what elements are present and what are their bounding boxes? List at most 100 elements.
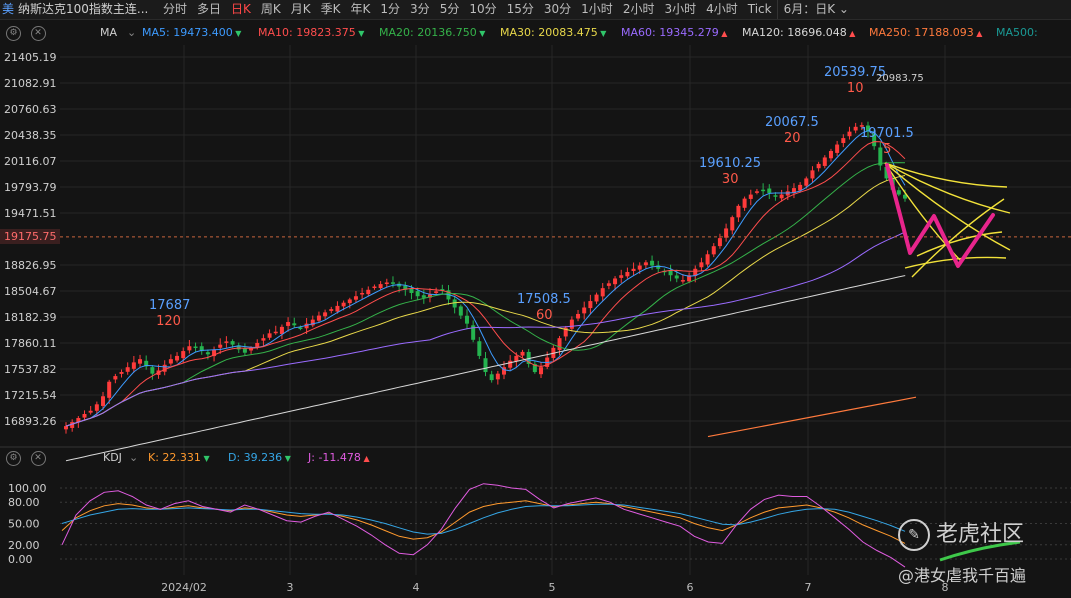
chevron-down-icon[interactable]: ⌄: [127, 26, 137, 39]
kdj-y-tick-label: 100.00: [8, 482, 47, 495]
candle-body: [600, 288, 605, 297]
timeframe-tab[interactable]: 多日: [197, 2, 222, 16]
candle-body: [582, 307, 587, 314]
timeframe-tab[interactable]: 3分: [410, 2, 430, 16]
legend-item: MA30: 20083.475 ▼: [500, 26, 607, 39]
timeframe-tab[interactable]: 1小时: [581, 2, 613, 16]
candle-body: [643, 262, 648, 266]
period-label: 30: [722, 172, 739, 187]
period-label: 120: [156, 314, 181, 329]
candle-body: [606, 283, 611, 286]
y-tick-label: 19471.51: [4, 207, 57, 220]
timeframe-tab[interactable]: 周K: [260, 2, 281, 16]
candle-body: [847, 131, 852, 137]
arrow-up-icon: ▲: [718, 29, 728, 38]
trend-sketch: [911, 198, 1005, 278]
y-tick-label: 18826.95: [4, 259, 57, 272]
candle-body: [903, 194, 907, 199]
arrow-up-icon: ▲: [360, 454, 370, 463]
candle-body: [631, 268, 636, 272]
candle-body: [748, 194, 753, 199]
candle-body: [384, 282, 389, 285]
settings-icon[interactable]: ⚙: [6, 25, 21, 41]
pattern-sketch: [885, 163, 995, 268]
instrument-title[interactable]: 美纳斯达克100指数主连...: [2, 2, 149, 16]
candle-body: [514, 355, 519, 362]
candle-body: [329, 309, 334, 311]
timeframe-tab[interactable]: 日K: [231, 2, 251, 16]
candle-body: [249, 347, 254, 351]
timeframe-tab[interactable]: 年K: [350, 2, 371, 16]
ma10-line: [65, 141, 906, 427]
ma5-line: [65, 130, 906, 427]
timeframe-tab[interactable]: 1分: [380, 2, 401, 16]
candle-body: [360, 292, 365, 295]
close-icon[interactable]: ✕: [30, 25, 46, 41]
kdj-j-line: [61, 483, 906, 568]
candle-body: [637, 265, 642, 270]
kdj-y-tick-label: 80.00: [8, 496, 40, 509]
timeframe-tab[interactable]: 月K: [290, 2, 311, 16]
kdj-indicator-name[interactable]: KDJ: [103, 451, 122, 464]
chevron-down-icon[interactable]: ⌄: [129, 451, 139, 464]
period-label: 5: [883, 142, 891, 157]
y-tick-label: 17215.54: [4, 389, 57, 402]
timeframe-tab[interactable]: 10分: [469, 2, 497, 16]
period-selector[interactable]: 6月：日K ⌄: [776, 0, 855, 19]
candle-body: [872, 133, 877, 147]
candle-body: [181, 351, 186, 359]
arrow-down-icon: ▼: [355, 29, 365, 38]
kdj-y-tick-label: 0.00: [8, 553, 33, 566]
y-tick-label: 16893.26: [4, 415, 57, 428]
candle-body: [175, 355, 180, 361]
candle-body: [335, 305, 340, 312]
timeframe-tab[interactable]: 15分: [506, 2, 534, 16]
tiger-logo-icon: ✎: [898, 519, 930, 551]
candle-body: [730, 217, 735, 231]
ma-indicator-name[interactable]: MA: [100, 26, 118, 39]
candle-body: [576, 313, 581, 319]
close-icon[interactable]: ✕: [30, 450, 46, 466]
y-tick-label: 20438.35: [4, 129, 57, 142]
timeframe-tab[interactable]: 分时: [163, 2, 188, 16]
trend-sketch: [884, 162, 1008, 188]
legend-item: MA60: 19345.279 ▲: [621, 26, 728, 39]
candle-body: [835, 144, 840, 153]
candle-body: [884, 166, 889, 179]
period-label: 20: [784, 131, 801, 146]
candle-body: [150, 367, 155, 374]
ma60-line: [65, 231, 906, 427]
timeframe-tab[interactable]: 5分: [439, 2, 460, 16]
timeframe-tab[interactable]: 30分: [543, 2, 572, 16]
y-tick-label: 17860.11: [4, 337, 57, 350]
candle-body: [754, 191, 759, 193]
candle-body: [477, 341, 482, 356]
timeframe-tab[interactable]: 季K: [320, 2, 341, 16]
candle-body: [390, 282, 395, 284]
timeframe-tab[interactable]: 2小时: [622, 2, 655, 16]
candle-body: [563, 327, 568, 337]
legend-item: MA20: 20136.750 ▼: [379, 26, 486, 39]
timeframe-tab[interactable]: 3小时: [664, 2, 697, 16]
legend-item: MA10: 19823.375 ▼: [258, 26, 365, 39]
timeframe-tab[interactable]: Tick: [747, 2, 772, 16]
candle-body: [242, 348, 247, 353]
kdj-sketch: [939, 540, 1021, 562]
timeframe-tab[interactable]: 4小时: [706, 2, 738, 16]
candle-body: [705, 254, 710, 265]
settings-icon[interactable]: ⚙: [6, 450, 21, 466]
candle-body: [650, 260, 655, 266]
ma120-line: [65, 275, 906, 462]
candle-body: [193, 346, 198, 349]
candle-body: [434, 291, 439, 294]
candle-body: [138, 359, 143, 364]
candle-body: [865, 125, 870, 132]
candle-body: [853, 126, 858, 131]
x-tick-label: 7: [805, 581, 812, 594]
current-price-label: 19175.75: [0, 229, 60, 244]
extreme-label: 20067.5: [765, 115, 819, 130]
y-tick-label: 18504.67: [4, 285, 57, 298]
trend-sketch: [884, 162, 1011, 214]
candle-body: [773, 195, 778, 197]
